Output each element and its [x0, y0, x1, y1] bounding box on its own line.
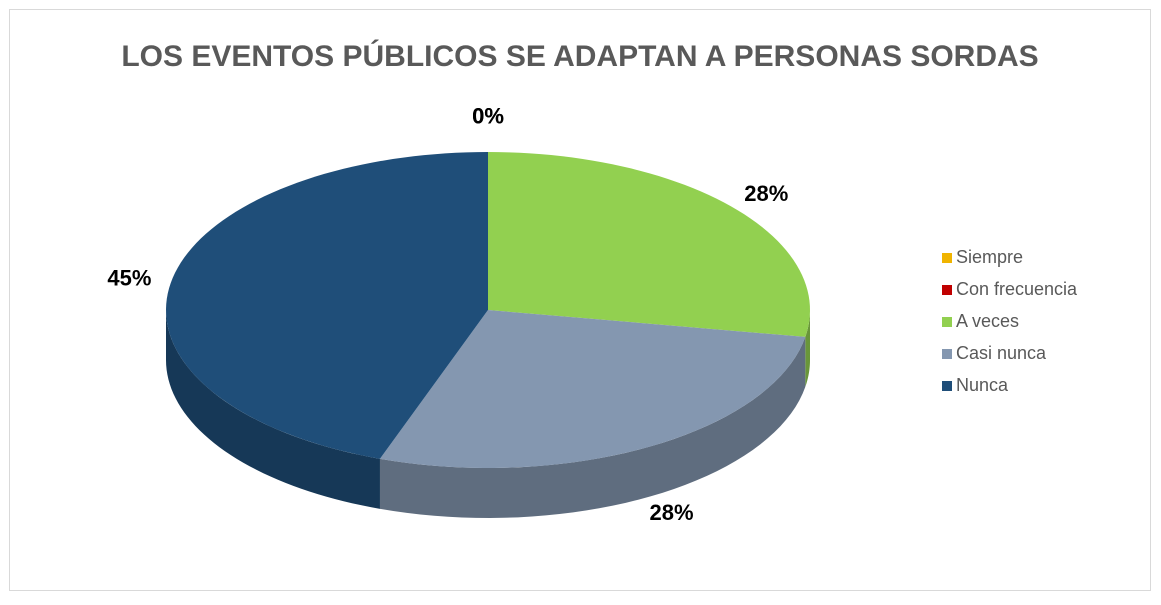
pie-sides [166, 310, 810, 518]
legend-swatch [942, 253, 952, 263]
slice-side [166, 310, 380, 509]
data-labels: 0%0%28%28%45% [107, 103, 788, 525]
data-label: 28% [744, 181, 788, 206]
pie-slice [488, 152, 810, 337]
slice-side [379, 336, 806, 518]
percent-sign: % [484, 103, 504, 128]
pie-slice [166, 152, 488, 459]
percent-sign: % [484, 103, 504, 128]
legend-swatch [942, 381, 952, 391]
percent-sign: % [769, 181, 789, 206]
legend: Siempre Con frecuencia A veces Casi nunca Nu… [942, 247, 1078, 395]
legend-swatch [942, 349, 952, 359]
legend-swatch [942, 285, 952, 295]
legend-swatch [942, 317, 952, 327]
chart-title: LOS EVENTOS PÚBLICOS SE ADAPTAN A PERSON… [121, 39, 1038, 73]
data-label: 0% [472, 103, 504, 128]
legend-label: A veces [956, 311, 1019, 331]
pie-tops [166, 152, 810, 468]
pie-slice [379, 310, 806, 468]
legend-label: Siempre [956, 247, 1023, 267]
data-label: 0% [472, 103, 504, 128]
percent-sign: % [132, 265, 152, 290]
data-label: 28% [650, 500, 694, 525]
legend-label: Con frecuencia [956, 279, 1078, 299]
legend-label: Casi nunca [956, 343, 1047, 363]
data-label: 45% [107, 265, 151, 290]
percent-sign: % [674, 500, 694, 525]
legend-label: Nunca [956, 375, 1009, 395]
slice-side [805, 310, 810, 387]
